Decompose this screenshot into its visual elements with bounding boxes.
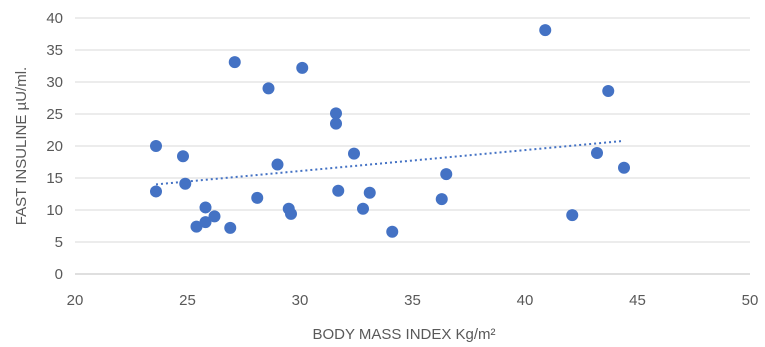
- data-point: [199, 216, 212, 229]
- x-tick-label: 35: [404, 292, 421, 309]
- data-point: [296, 61, 309, 74]
- data-point: [386, 225, 399, 238]
- data-point: [179, 177, 192, 190]
- y-tick-label: 25: [46, 106, 63, 123]
- data-point: [150, 185, 162, 198]
- x-tick-label: 40: [517, 292, 534, 309]
- data-point: [539, 24, 552, 37]
- data-point: [363, 186, 376, 199]
- y-tick-label: 40: [46, 10, 63, 27]
- data-point: [224, 221, 237, 234]
- y-tick-label: 0: [55, 266, 63, 283]
- data-points: [150, 24, 630, 238]
- data-point: [251, 191, 264, 204]
- data-point: [330, 117, 342, 130]
- x-tick-label: 25: [179, 292, 196, 309]
- data-point: [177, 150, 189, 163]
- data-point: [357, 202, 369, 215]
- data-point: [602, 84, 615, 97]
- data-point: [332, 184, 345, 197]
- x-tick-label: 45: [629, 292, 646, 309]
- x-axis-title: BODY MASS INDEX Kg/m²: [312, 326, 495, 343]
- y-tick-label: 35: [46, 42, 63, 59]
- data-point: [199, 201, 212, 214]
- data-point: [208, 210, 221, 223]
- data-point: [190, 220, 203, 233]
- y-tick-label: 20: [46, 138, 63, 155]
- data-point: [591, 147, 603, 160]
- data-point: [285, 207, 297, 220]
- x-axis-tick-labels: 20 25 30 35 40 45 50: [67, 292, 759, 309]
- data-point: [150, 140, 162, 152]
- data-point: [435, 193, 448, 206]
- y-axis-title: FAST INSULINE µU/ml.: [13, 67, 30, 225]
- data-point: [440, 168, 453, 181]
- y-tick-label: 30: [46, 74, 63, 91]
- y-axis-tick-labels: 0 5 10 15 20 25 30 35 40: [46, 10, 63, 283]
- trendline: [155, 139, 625, 186]
- y-tick-label: 10: [46, 202, 63, 219]
- data-point: [262, 82, 275, 95]
- data-point: [271, 158, 284, 171]
- x-tick-label: 20: [67, 292, 84, 309]
- data-point: [228, 56, 241, 69]
- data-point: [618, 161, 630, 174]
- data-point: [348, 147, 360, 160]
- data-point: [330, 107, 342, 120]
- y-tick-label: 15: [46, 170, 63, 187]
- y-tick-label: 5: [55, 234, 63, 251]
- x-tick-label: 30: [292, 292, 309, 309]
- gridlines: [75, 17, 750, 275]
- x-tick-label: 50: [742, 292, 759, 309]
- data-point: [566, 209, 579, 222]
